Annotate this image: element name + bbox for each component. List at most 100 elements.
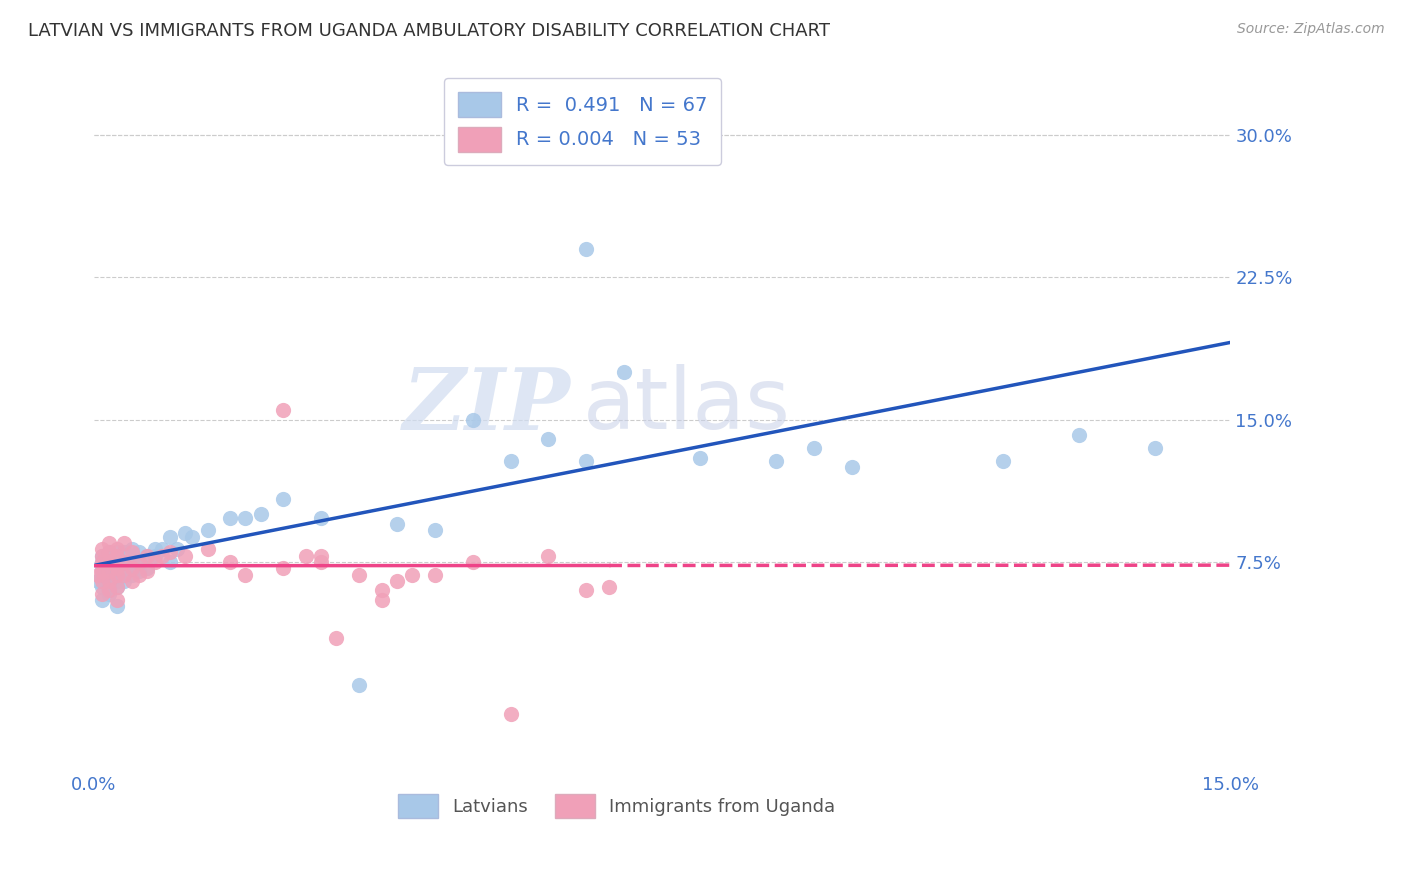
Point [273,403,295,417]
Text: Source: ZipAtlas.com: Source: ZipAtlas.com [1237,22,1385,37]
Point [98,545,121,559]
Point [499,454,522,468]
Point [128,555,150,569]
Point [105,549,128,564]
Point [499,128,522,142]
Point [90,565,112,579]
Point [371,593,394,607]
Point [219,511,242,525]
Point [385,574,408,588]
Point [598,580,620,594]
Point [347,568,370,582]
Point [98,565,121,579]
Point [90,593,112,607]
Point [105,574,128,588]
Text: ZIP: ZIP [404,364,571,447]
Text: LATVIAN VS IMMIGRANTS FROM UGANDA AMBULATORY DISABILITY CORRELATION CHART: LATVIAN VS IMMIGRANTS FROM UGANDA AMBULA… [28,22,830,40]
Point [309,549,332,564]
Point [143,555,166,569]
Point [249,508,271,522]
Point [136,549,159,564]
Point [98,560,121,574]
Point [197,523,219,537]
Point [841,460,863,475]
Point [105,568,128,582]
Point [98,587,121,601]
Point [128,545,150,559]
Point [150,549,173,564]
Point [90,565,112,579]
Point [98,536,121,550]
Point [112,536,135,550]
Point [309,555,332,569]
Point [295,549,318,564]
Point [765,454,787,468]
Point [121,545,143,559]
Point [105,568,128,582]
Point [181,530,204,544]
Point [98,583,121,598]
Point [121,541,143,556]
Point [159,545,181,559]
Point [98,555,121,569]
Point [105,555,128,569]
Point [689,450,711,465]
Point [401,568,423,582]
Point [461,555,484,569]
Point [575,242,598,256]
Point [105,541,128,556]
Point [166,541,188,556]
Point [90,555,112,569]
Point [121,560,143,574]
Point [575,454,598,468]
Text: atlas: atlas [582,364,790,447]
Point [90,555,112,569]
Point [173,526,195,541]
Point [1143,441,1166,455]
Point [309,511,332,525]
Point [423,568,446,582]
Point [90,541,112,556]
Point [499,706,522,721]
Point [1067,427,1090,442]
Point [98,583,121,598]
Point [150,541,173,556]
Point [423,523,446,537]
Point [121,555,143,569]
Point [325,631,347,645]
Point [90,587,112,601]
Point [121,560,143,574]
Point [991,454,1014,468]
Point [112,568,135,582]
Point [98,574,121,588]
Point [537,432,560,446]
Point [273,560,295,574]
Point [86,574,108,588]
Point [112,565,135,579]
Point [173,549,195,564]
Point [90,549,112,564]
Point [98,574,121,588]
Point [105,593,128,607]
Point [159,555,181,569]
Point [112,555,135,569]
Point [347,678,370,692]
Point [128,555,150,569]
Point [197,541,219,556]
Point [90,549,112,564]
Point [136,549,159,564]
Point [128,565,150,579]
Point [121,574,143,588]
Point [385,516,408,531]
Point [86,568,108,582]
Point [105,560,128,574]
Point [575,583,598,598]
Legend: Latvians, Immigrants from Uganda: Latvians, Immigrants from Uganda [391,788,842,825]
Point [105,580,128,594]
Point [159,530,181,544]
Point [537,549,560,564]
Point [803,441,825,455]
Point [112,574,135,588]
Point [90,574,112,588]
Point [143,549,166,564]
